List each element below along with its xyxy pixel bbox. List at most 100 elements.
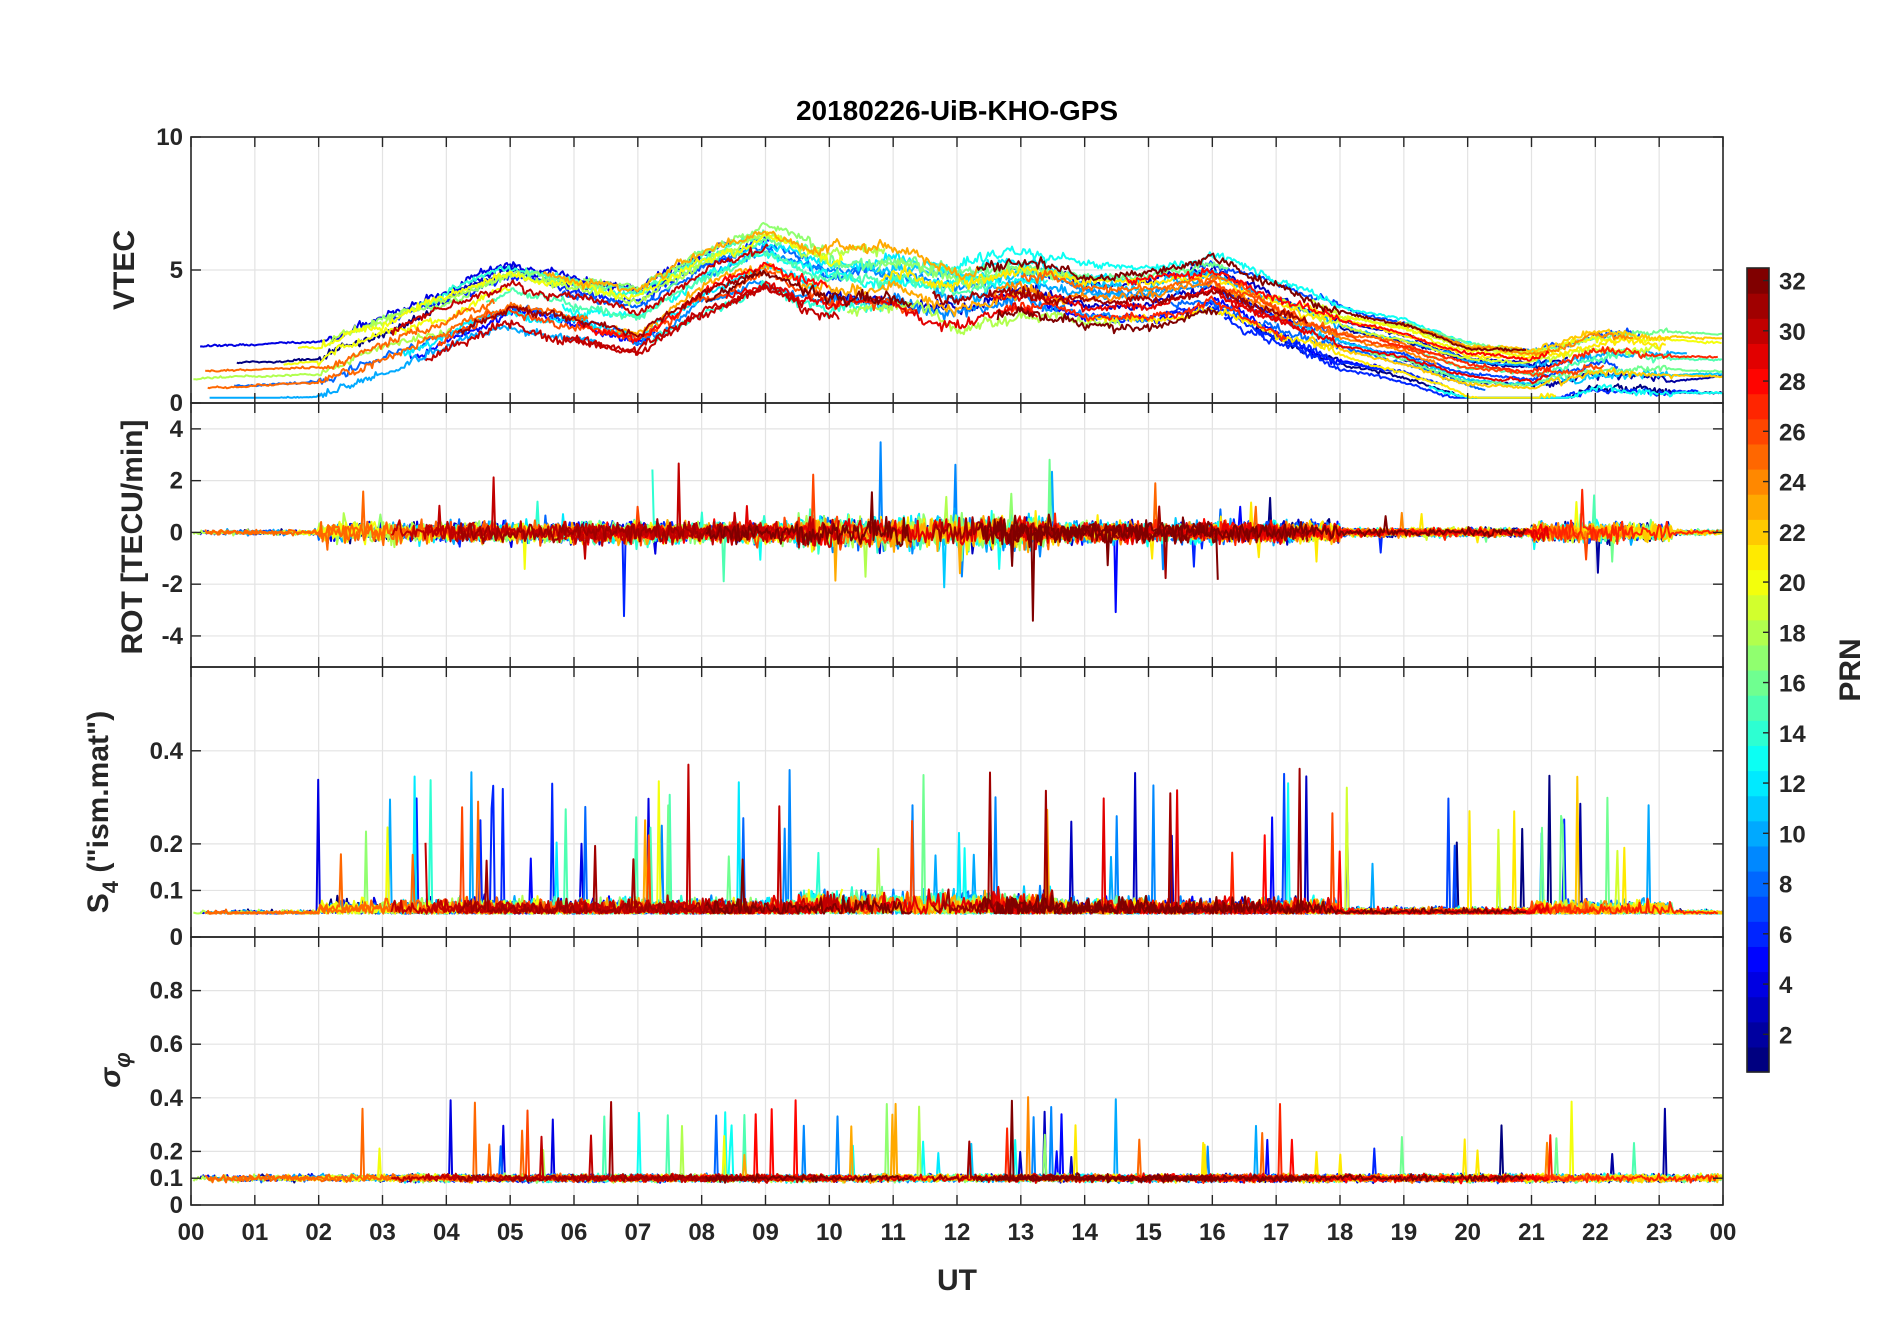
x-axis-label: UT [937,1264,977,1297]
x-tick-label: 02 [305,1219,332,1246]
s4-line-prn-1 [1255,774,1722,915]
x-tick-label: 13 [1007,1219,1034,1246]
vtec-line-prn-30 [563,284,805,356]
rot-line-prn-30 [563,521,805,547]
vtec-series-group [193,221,1723,399]
x-tick-label: 00 [1710,1219,1737,1246]
colorbar-tick-label: 22 [1779,520,1806,547]
s4-line-prn-31 [457,844,758,915]
x-tick-label: 09 [752,1219,779,1246]
vtec-line-prn-1 [236,310,433,365]
vtec-line-prn-20 [1346,315,1722,358]
colorbar-segment [1747,544,1769,571]
x-tick-label: 19 [1390,1219,1417,1246]
s4-line-prn-10 [208,771,597,915]
colorbar-segment [1747,469,1769,495]
colorbar-tick-label: 4 [1779,972,1793,999]
colorbar-segment [1747,871,1769,897]
colorbar-segment [1747,1046,1769,1073]
x-tick-label: 12 [944,1219,971,1246]
x-tick-label: 14 [1071,1219,1098,1246]
vtec-line-prn-20 [283,286,511,367]
colorbar-tick-label: 6 [1779,922,1792,949]
y-tick-label: 10 [156,124,183,151]
x-tick-labels: 00 01 02 03 04 05 06 07 08 09 10 11 12 13 14 15 16 17 18 19… [178,1219,1737,1246]
colorbar-segment [1747,569,1769,596]
rot-line-prn-32 [976,513,1527,622]
colorbar-tick-label: 30 [1779,319,1806,346]
vtec-line-prn-20 [297,231,844,350]
x-tick-label: 15 [1135,1219,1162,1246]
sigma-label-main: σ [94,1067,127,1088]
y-tick-label: 5 [170,257,183,284]
vtec-line-prn-15 [485,250,992,321]
sigma-line-prn-9 [701,1115,1212,1184]
colorbar-tick-label: 26 [1779,419,1806,446]
sigma-line-prn-4 [199,1099,703,1184]
x-tick-label: 05 [497,1219,524,1246]
colorbar-segment [1747,820,1769,847]
y-tick-label: 4 [170,416,184,443]
y-tick-label: -2 [162,571,183,598]
colorbar-segment [1747,443,1769,470]
x-tick-label: 20 [1454,1219,1481,1246]
colorbar-tick-label: 28 [1779,369,1806,396]
sigma-label-sub: φ [110,1052,135,1067]
y-tick-label: 0 [170,1192,183,1219]
vtec-line-prn-28 [1125,267,1550,362]
vtec-line-prn-25 [205,298,496,373]
y-tick-label: 0.2 [150,831,183,858]
s4-line-prn-19 [1307,786,1544,915]
y-tick-label: 0.1 [150,877,183,904]
y-tick-label: 2 [170,468,183,495]
colorbar-frame [1746,267,1770,1073]
colorbar-segment [1747,745,1769,772]
colorbar-segment [1747,670,1769,696]
x-tick-label: 03 [369,1219,396,1246]
rot-line-prn-31 [456,518,758,545]
colorbar-segment [1747,845,1769,872]
colorbar-tick-label: 10 [1779,821,1806,848]
vtec-line-prn-24 [1396,321,1634,357]
vtec-line-prn-23 [614,262,1068,336]
colorbar-segment [1747,343,1769,370]
colorbar-tick-label: 24 [1779,470,1806,497]
s4-label-rest: ("ism.mat") [82,711,115,881]
s4-line-prn-10 [1175,804,1688,915]
rot-series-group [192,441,1723,622]
sigma-line-prn-32 [996,1099,1219,1184]
colorbar-segment [1747,393,1769,420]
vtec-line-prn-27 [1379,339,1719,374]
colorbar-label: PRN [1834,638,1867,701]
s4-line-prn-7 [1220,797,1619,915]
colorbar-segment [1747,368,1769,395]
y-tick-label: 0.1 [150,1165,183,1192]
s4-line-prn-21 [1302,810,1667,915]
sigma-line-prn-2 [1401,1107,1723,1184]
y-label-sigma: σφ [94,1052,135,1087]
colorbar-tick-label: 16 [1779,671,1806,698]
colorbar-tick-label: 12 [1779,771,1806,798]
x-tick-label: 01 [241,1219,268,1246]
y-label-rot: ROT [TECU/min] [116,420,149,655]
y-tick-label: 0.6 [150,1031,183,1058]
y-tick-label: 0.2 [150,1138,183,1165]
s4-line-prn-32 [705,858,913,915]
vtec-line-prn-21 [1085,305,1557,399]
vtec-line-prn-12 [728,239,1142,285]
colorbar-segment [1747,644,1769,671]
y-tick-label: 0 [170,924,183,951]
vtec-line-prn-29 [1206,285,1550,385]
s4-line-prn-25 [204,800,496,915]
sigma-line-prn-27 [996,1103,1288,1184]
s4-line-prn-4 [199,778,703,915]
x-tick-label: 04 [433,1219,460,1246]
y-tick-label: 0 [170,519,183,546]
sigma-line-prn-31 [457,1101,757,1183]
x-tick-label: 16 [1199,1219,1226,1246]
x-tick-label: 23 [1646,1219,1673,1246]
y-tick-label: 0.4 [150,738,184,765]
colorbar-segment [1747,720,1769,746]
